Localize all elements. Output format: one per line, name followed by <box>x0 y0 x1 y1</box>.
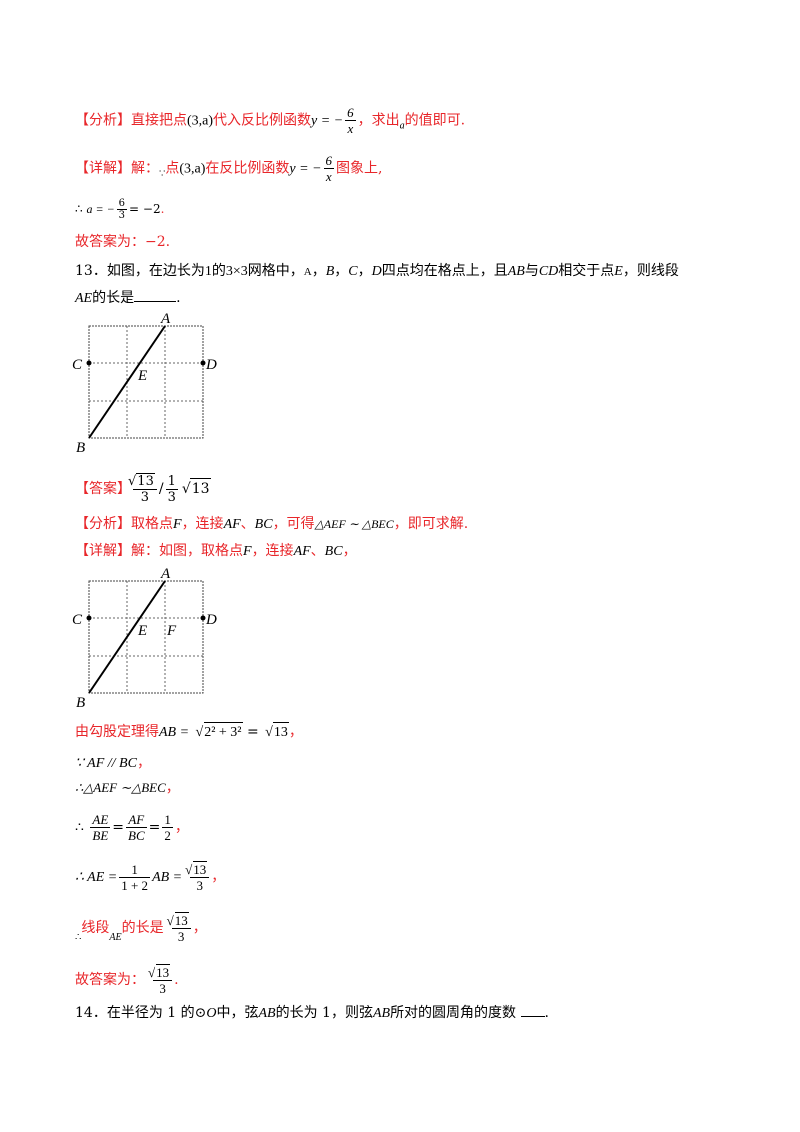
pythag-line: 由勾股定理得AB = 2² + 3² = 13， <box>75 722 303 743</box>
answer-13-line: 【答案】133/1313 <box>75 473 211 505</box>
segment-line: ∴线段AE的长是133， <box>75 912 207 948</box>
point-c <box>86 360 92 366</box>
label-e: E <box>137 368 147 384</box>
point-d <box>200 360 206 366</box>
math-fraction: AE BE <box>90 812 111 843</box>
analysis-tag: 【分析】 <box>75 516 131 532</box>
math-sqrt: 13 <box>189 478 211 499</box>
segment-ab <box>88 580 166 694</box>
answer-text: 故答案为：−2 <box>75 234 166 250</box>
label-a: A <box>160 567 171 582</box>
segment-ab <box>88 325 166 439</box>
text: 在反比例函数 <box>205 160 290 177</box>
text: 的值即可. <box>404 112 466 129</box>
grid-size: 3×3 <box>225 264 248 279</box>
text: 直接把点 <box>131 112 187 129</box>
math-fraction: AF BC <box>126 812 147 843</box>
label-c: C <box>72 357 83 373</box>
math-func: y = − <box>311 113 344 129</box>
math-fraction: 133 <box>171 912 191 944</box>
label-c: C <box>72 612 83 628</box>
text: 图象上, <box>336 160 383 177</box>
text: 点 <box>165 160 180 177</box>
detail-tag: 【详解】 <box>75 160 131 177</box>
question-13-line1: 13．如图，在边长为1的3×3网格中，A，B，C，D四点均在格点上，且AB与CD… <box>75 263 679 279</box>
label-a: A <box>160 312 171 327</box>
grid-figure-2: A B C D E F <box>72 567 217 711</box>
text: 解： <box>131 160 159 177</box>
answer-12-line: 故答案为：−2. <box>75 232 170 252</box>
question-number: 13．如图，在边长为 <box>75 263 205 279</box>
because-symbol: ∵ <box>159 168 166 180</box>
ratio-line: ∴ AE BE = AF BC = 1 2， <box>75 812 189 843</box>
therefore-symbol: ∴ <box>75 202 83 216</box>
answer-tag: 【答案】 <box>75 481 131 497</box>
label-f: F <box>166 623 177 639</box>
math-point: (3,a) <box>187 113 214 129</box>
parallel-line: ∵ AF // BC， <box>75 755 151 771</box>
math-expr: a = − <box>86 202 115 216</box>
grid-figure-1: A B C D E <box>72 312 217 456</box>
text: . <box>160 202 165 216</box>
analysis-tag: 【分析】 <box>75 112 131 129</box>
detail-12-line: 【详解】解：∵点(3,a)在反比例函数y = −6 x 图象上, <box>75 153 382 185</box>
question-14-line: 14．在半径为 1 的⊙O中，弦AB的长为 1，则弦AB所对的圆周角的度数 . <box>75 1002 549 1024</box>
text: . <box>165 234 171 250</box>
math-fraction: 133 <box>190 861 210 893</box>
text: 代入反比例函数 <box>213 112 312 129</box>
detail-tag: 【详解】 <box>75 543 131 559</box>
label-b: B <box>76 440 85 456</box>
label-d: D <box>205 612 217 628</box>
point-c <box>86 615 92 621</box>
text: ，求出 <box>357 112 400 129</box>
math-var: a <box>399 120 405 132</box>
math-expr: = −2 <box>129 202 161 216</box>
label-e: E <box>137 623 147 639</box>
ae-line: ∴ AE =11 + 2AB =133， <box>75 861 225 893</box>
label-d: D <box>205 357 217 373</box>
detail-13-line: 【详解】解：如图，取格点F，连接AF、BC， <box>75 543 357 559</box>
label-b: B <box>76 695 85 711</box>
calc-12-line: ∴ a = −6 3 = −2. <box>75 198 164 221</box>
answer-blank <box>520 1002 545 1017</box>
analysis-12-line: 【分析】直接把点(3,a)代入反比例函数y = −6 x ，求出a的值即可. <box>75 105 465 137</box>
math-fraction: 133 <box>153 964 173 996</box>
analysis-13-line: 【分析】取格点F，连接AF、BC，可得△AEF ∼ △BEC，即可求解. <box>75 516 469 532</box>
answer-blank <box>134 287 177 302</box>
math-func: y = − <box>289 161 322 177</box>
similar-line: ∴△AEF ∼△BEC， <box>75 780 180 796</box>
math-fraction: 133 <box>133 473 157 505</box>
question-number: 14．在半径为 1 的⊙ <box>75 1005 207 1021</box>
math-point: (3,a) <box>179 161 206 177</box>
point-d <box>200 615 206 621</box>
question-13-line2: AE的长是. <box>75 287 181 309</box>
final-answer-line: 故答案为：133. <box>75 964 179 996</box>
